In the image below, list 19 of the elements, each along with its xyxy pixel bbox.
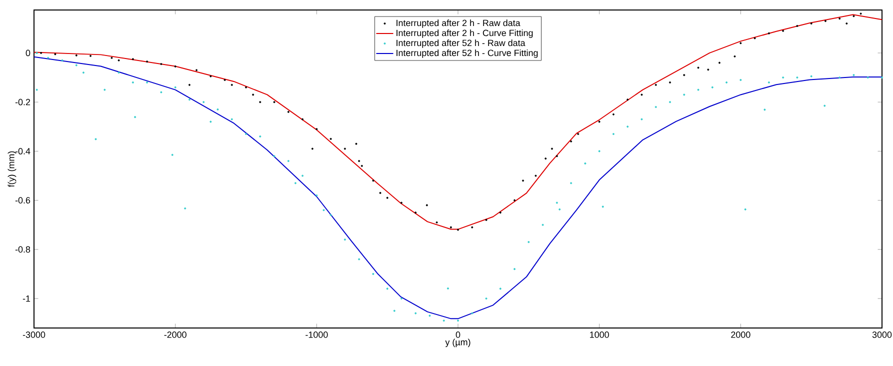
x-tick-label: 2000 <box>731 332 750 338</box>
legend-label: Interrupted after 2 h - Curve Fitting <box>396 30 533 38</box>
y-tick-label: -0.8 <box>15 246 30 253</box>
y-tick-label: -0.6 <box>15 197 30 204</box>
x-tick-label: -1000 <box>306 332 328 338</box>
x-tick-label: 3000 <box>872 332 892 338</box>
x-tick-label: -3000 <box>22 332 46 338</box>
x-tick-label: 0 <box>456 332 460 338</box>
legend-label: Interrupted after 52 h - Curve Fitting <box>396 49 538 58</box>
y-axis-title: f(y) (mm) <box>8 151 16 188</box>
y-tick-label: -0.2 <box>15 98 30 106</box>
y-tick-label: 0 <box>26 50 30 56</box>
x-tick-label: -2000 <box>164 332 186 338</box>
y-tick-label: -1 <box>22 295 30 302</box>
x-axis-title: y (µm) <box>445 338 470 348</box>
legend-label: Interrupted after 2 h - Raw data <box>396 20 520 28</box>
y-tick-label: -0.4 <box>15 148 30 154</box>
x-tick-label: 1000 <box>590 332 609 338</box>
legend-label: Interrupted after 52 h - Raw data <box>396 40 526 48</box>
